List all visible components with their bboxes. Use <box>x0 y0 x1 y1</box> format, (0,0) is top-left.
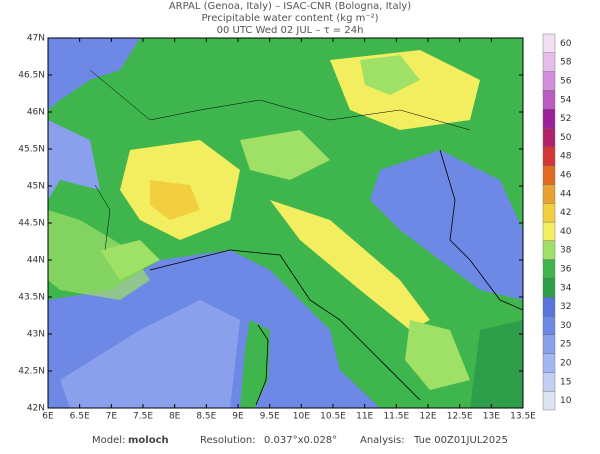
colorbar-segment <box>542 391 556 411</box>
colorbar-label: 20 <box>560 359 572 369</box>
colorbar-label: 60 <box>560 39 572 49</box>
title-line: Precipitable water content (kg m⁻²) <box>201 13 378 24</box>
footer-value: moloch <box>128 435 169 446</box>
colorbar-label: 54 <box>560 95 572 105</box>
colorbar-segment <box>542 221 556 241</box>
lon-tick-label: 10.5E <box>320 412 346 422</box>
footer-label: Model: <box>92 435 125 446</box>
colorbar-segment <box>542 372 556 392</box>
lat-tick-label: 46N <box>27 108 45 118</box>
footer-label: Resolution: <box>200 435 256 446</box>
lat-tick-label: 42N <box>27 404 45 414</box>
colorbar-label: 46 <box>560 171 572 181</box>
title-line: ARPAL (Genoa, Italy) – ISAC-CNR (Bologna… <box>169 1 411 12</box>
colorbar-segment <box>542 278 556 298</box>
colorbar-segment <box>542 240 556 260</box>
lon-tick-label: 7.5E <box>133 412 153 422</box>
colorbar-segment <box>542 315 556 335</box>
colorbar-label: 34 <box>560 283 572 293</box>
colorbar-segment <box>542 202 556 223</box>
colorbar-segment <box>542 334 556 354</box>
colorbar-segment <box>542 184 556 204</box>
colorbar-label: 48 <box>560 152 572 162</box>
lat-tick-label: 46.5N <box>18 71 45 81</box>
colorbar-label: 15 <box>560 377 571 387</box>
lon-tick-label: 11E <box>356 412 373 422</box>
footer-value: Tue 00Z01JUL2025 <box>413 435 508 446</box>
title-line: 00 UTC Wed 02 JUL – τ = 24h <box>217 25 364 36</box>
lat-tick-label: 45.5N <box>18 145 45 155</box>
colorbar-label: 38 <box>560 246 572 256</box>
lon-tick-label: 11.5E <box>383 412 409 422</box>
colorbar-label: 58 <box>560 58 572 68</box>
colorbar-label: 52 <box>560 114 571 124</box>
lon-tick-label: 10E <box>293 412 310 422</box>
colorbar-label: 36 <box>560 265 572 275</box>
lat-tick-label: 43.5N <box>18 293 45 303</box>
lon-tick-label: 7E <box>106 412 118 422</box>
colorbar-segment <box>542 33 556 53</box>
colorbar-segment <box>542 146 556 166</box>
lon-tick-label: 8.5E <box>196 412 216 422</box>
lat-tick-label: 45N <box>27 182 45 192</box>
footer-value: 0.037°x0.028° <box>264 435 337 446</box>
colorbar-segment <box>542 353 556 373</box>
colorbar-label: 30 <box>560 321 572 331</box>
colorbar-label: 40 <box>560 227 572 237</box>
colorbar-label: 44 <box>560 189 572 199</box>
colorbar-segment <box>542 127 556 147</box>
lat-tick-label: 43N <box>27 330 45 340</box>
colorbar-label: 42 <box>560 208 571 218</box>
lon-tick-label: 13E <box>483 412 500 422</box>
lat-tick-label: 42.5N <box>18 367 45 377</box>
footer-label: Analysis: <box>360 435 405 446</box>
colorbar-label: 56 <box>560 77 572 87</box>
colorbar-segment <box>542 259 556 279</box>
colorbar-label: 25 <box>560 340 571 350</box>
colorbar-segment <box>542 52 556 72</box>
lon-tick-label: 9.5E <box>260 412 280 422</box>
map-field <box>48 38 523 408</box>
lat-tick-label: 44.5N <box>18 219 45 229</box>
lon-tick-label: 8E <box>169 412 181 422</box>
colorbar-segment <box>542 90 556 110</box>
lon-tick-label: 13.5E <box>510 412 536 422</box>
colorbar-segment <box>542 297 556 317</box>
colorbar-label: 32 <box>560 302 571 312</box>
lon-tick-label: 6E <box>42 412 54 422</box>
colorbar-label: 10 <box>560 396 572 406</box>
lat-tick-label: 44N <box>27 256 45 266</box>
colorbar-label: 50 <box>560 133 572 143</box>
colorbar-segment <box>542 165 556 185</box>
lat-tick-label: 47N <box>27 34 45 44</box>
lon-tick-label: 12.5E <box>447 412 473 422</box>
colorbar-segment <box>542 108 556 129</box>
colorbar-segment <box>542 71 556 91</box>
lon-tick-label: 9E <box>232 412 244 422</box>
lon-tick-label: 12E <box>419 412 436 422</box>
lon-tick-label: 6.5E <box>70 412 90 422</box>
